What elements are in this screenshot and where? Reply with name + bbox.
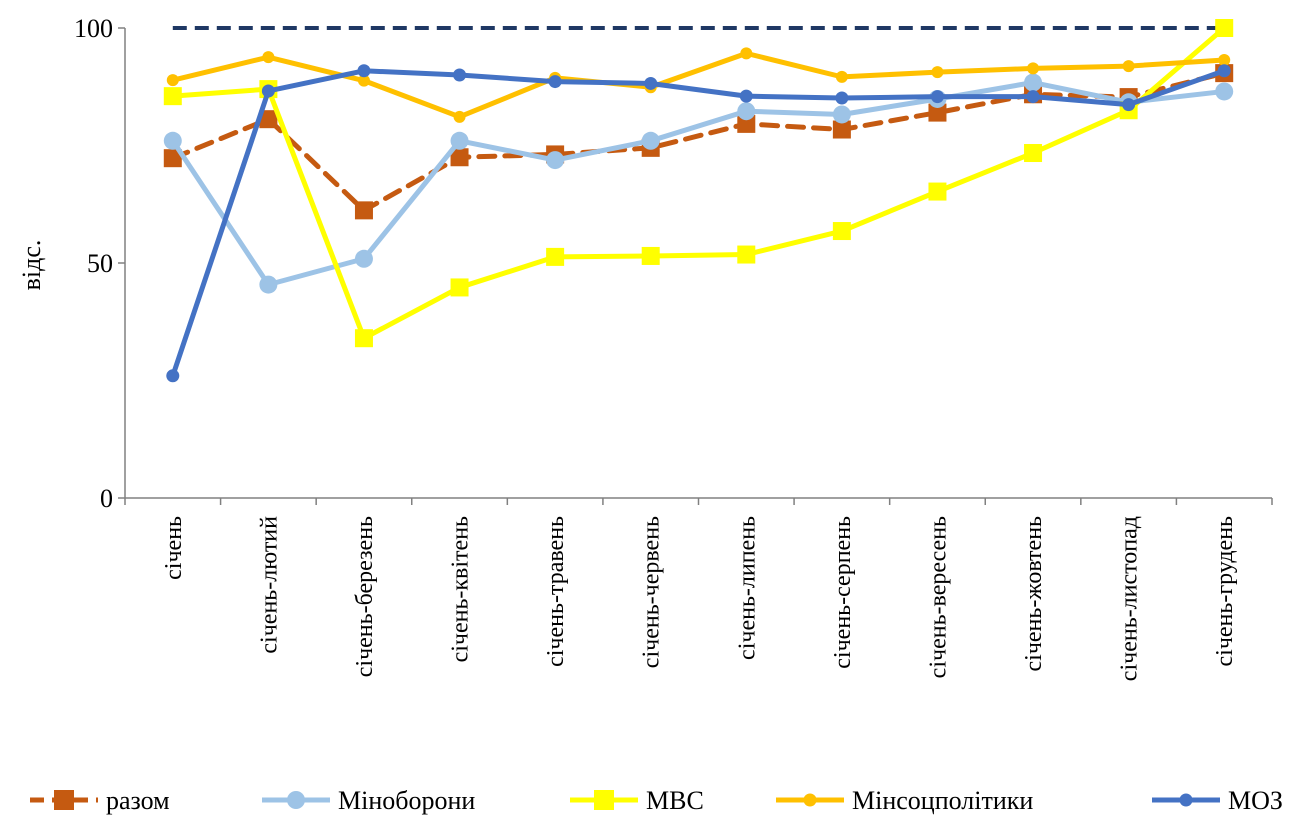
data-point <box>450 131 469 150</box>
data-point <box>835 70 848 83</box>
data-point <box>1218 53 1231 66</box>
series-line <box>170 68 1227 379</box>
legend-swatch-marker <box>287 791 305 809</box>
data-point <box>163 131 182 150</box>
legend-swatch-marker <box>594 790 614 810</box>
data-point <box>1215 19 1234 37</box>
legend-label: Міноборони <box>338 786 475 815</box>
x-category-label: січень-листопад <box>1117 516 1143 681</box>
y-tick-label: 0 <box>100 484 113 513</box>
data-point <box>928 103 947 122</box>
y-axis-title: відс. <box>17 240 46 291</box>
data-point <box>357 74 370 87</box>
data-point <box>546 247 565 266</box>
x-category-label: січень-вересень <box>925 516 951 678</box>
legend-swatch-marker <box>803 793 817 807</box>
y-tick-label: 100 <box>74 14 113 43</box>
data-point <box>453 110 466 123</box>
legend-swatch-marker <box>1179 793 1193 807</box>
data-point <box>1024 73 1043 92</box>
x-category-label: січень-березень <box>352 516 378 677</box>
legend-item: МВС <box>570 786 704 815</box>
data-point <box>354 329 373 348</box>
data-point <box>1217 64 1231 78</box>
data-point <box>450 278 469 297</box>
x-category-label: січень-липень <box>734 516 760 660</box>
x-category-label: січень-грудень <box>1212 516 1238 667</box>
data-point <box>1026 90 1040 104</box>
data-point <box>166 369 180 383</box>
data-point <box>832 222 851 241</box>
data-point <box>548 75 562 89</box>
data-point <box>740 47 753 60</box>
x-category-label: січень-червень <box>639 516 665 668</box>
data-point <box>641 131 660 150</box>
data-point <box>832 105 851 124</box>
legend-item: МОЗ <box>1152 786 1283 815</box>
x-category-label: січень-квітень <box>448 516 474 662</box>
axes: 0 50 100 січень січень-лютий січень-березень с… <box>74 14 1273 681</box>
data-point <box>737 114 756 133</box>
y-tick-label: 50 <box>87 249 113 278</box>
data-point <box>261 84 275 98</box>
x-category-label: січень <box>161 516 187 580</box>
data-point <box>259 275 278 294</box>
legend-label: МОЗ <box>1228 786 1283 815</box>
data-point <box>259 110 278 129</box>
series-4 <box>166 64 1231 383</box>
x-category-label: січень-травень <box>543 516 569 667</box>
data-point <box>354 249 373 268</box>
data-point <box>163 149 182 168</box>
data-point <box>739 89 753 103</box>
legend-label: МВС <box>646 786 704 815</box>
data-point <box>354 201 373 220</box>
series-line <box>170 50 1227 120</box>
x-category-label: січень-жовтень <box>1021 516 1047 672</box>
data-point <box>832 120 851 139</box>
data-point <box>1122 98 1136 112</box>
data-point <box>737 245 756 264</box>
series-line <box>170 70 1227 213</box>
legend-label: разом <box>106 786 170 815</box>
data-point <box>1122 60 1135 73</box>
series-1 <box>163 73 1234 294</box>
data-point <box>453 68 467 82</box>
data-point <box>928 182 947 201</box>
data-point <box>546 151 565 170</box>
data-point <box>644 76 658 90</box>
data-point <box>357 64 371 78</box>
data-point <box>930 90 944 104</box>
legend-label: Мінсоцполітики <box>852 786 1033 815</box>
legend-item: разом <box>30 786 170 815</box>
data-point <box>1024 144 1043 163</box>
legend: разом Міноборони МВС Мінсоцполітики МОЗ <box>30 786 1283 815</box>
data-point <box>166 74 179 87</box>
x-category-label: січень-лютий <box>256 516 282 654</box>
x-category-label: січень-серпень <box>830 516 856 669</box>
series-line <box>170 80 1227 288</box>
series-3 <box>166 47 1231 123</box>
series-line <box>170 25 1227 341</box>
series-group <box>163 19 1234 383</box>
data-point <box>931 66 944 79</box>
data-point <box>1215 82 1234 101</box>
data-point <box>163 87 182 106</box>
legend-item: Міноборони <box>262 786 475 815</box>
data-point <box>450 148 469 167</box>
data-point <box>641 246 660 265</box>
data-point <box>835 91 849 105</box>
legend-swatch-marker <box>54 790 74 810</box>
data-point <box>1027 62 1040 75</box>
legend-item: Мінсоцполітики <box>776 786 1033 815</box>
data-point <box>737 102 756 121</box>
data-point <box>262 51 275 64</box>
